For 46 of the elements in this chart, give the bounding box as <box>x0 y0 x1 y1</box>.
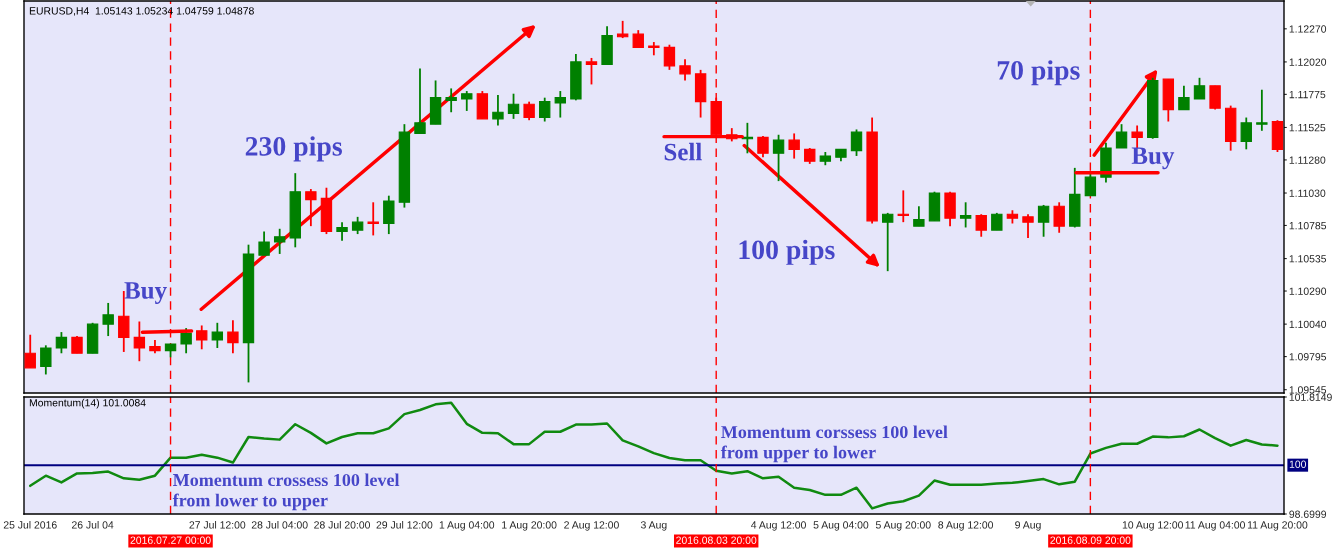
x-tick-label: 5 Aug 20:00 <box>875 521 931 531</box>
y-tick-label: 1.10785 <box>1289 221 1327 230</box>
x-tick-label: 29 Jul 12:00 <box>376 520 433 529</box>
y-tick-label: 1.10535 <box>1289 255 1327 263</box>
y-tick-label: 1.11030 <box>1289 189 1326 197</box>
annotation: Momentum corssess 100 level from upper to lower <box>720 425 948 463</box>
x-tick-label: 25 Jul 2016 <box>3 520 57 529</box>
y-tick-label: 1.12020 <box>1289 58 1327 66</box>
text: EURUSD,H4 1.05143 1.05234 1.04759 1.04878 <box>29 7 254 16</box>
x-tick-label: 11 Aug 20:00 <box>1247 521 1308 531</box>
annotation: Buy <box>1131 147 1175 170</box>
x-tick-label: 11 Aug 04:00 <box>1185 521 1245 531</box>
annotation: 100 pips <box>739 239 835 265</box>
annotation: 70 pips <box>997 60 1080 86</box>
y-tick-label: 1.12270 <box>1289 25 1327 33</box>
x-tick-label: 2016.07.27 00:00 <box>130 536 211 544</box>
annotation: 230 pips <box>245 136 342 162</box>
x-tick-label: 5 Aug 04:00 <box>813 521 869 531</box>
y-tick-label: 1.11525 <box>1289 123 1326 132</box>
x-tick-label: 28 Jul 04:00 <box>251 520 308 529</box>
x-tick-label: 10 Aug 12:00 <box>1122 521 1184 531</box>
x-tick-label: 2016.08.03 20:00 <box>676 536 757 544</box>
y-tick-label: 98.6999 <box>1289 510 1327 518</box>
chart-title: Momentum(14) 101.0084 <box>29 398 146 409</box>
x-tick-label: 9 Aug <box>1015 521 1041 531</box>
x-tick-label: 1 Aug 04:00 <box>439 521 495 531</box>
y-tick-label: 1.10290 <box>1289 287 1327 295</box>
y-tick-label: 1.09545 <box>1289 386 1327 394</box>
x-tick-label: 2016.08.09 20:00 <box>1050 536 1131 544</box>
annotation: Momentum crossess 100 level from lower to upper <box>172 473 400 511</box>
x-tick-label: 8 Aug 12:00 <box>938 521 994 531</box>
y-tick-label: 1.11280 <box>1289 156 1326 164</box>
annotation: Buy <box>124 282 167 304</box>
x-tick-label: 3 Aug <box>640 521 667 531</box>
x-tick-label: 28 Jul 20:00 <box>314 520 371 529</box>
x-tick-label: 1 Aug 20:00 <box>502 521 557 531</box>
y-tick-label: 1.10040 <box>1289 320 1327 329</box>
x-tick-label: 27 Jul 12:00 <box>189 520 246 529</box>
x-tick-label: 26 Jul 04 <box>71 520 114 529</box>
y-tick-label: 1.11775 <box>1289 90 1326 99</box>
x-tick-label: 2 Aug 12:00 <box>564 521 619 531</box>
y-tick-label: 101.8149 <box>1289 393 1332 401</box>
x-tick-label: 4 Aug 12:00 <box>751 521 806 531</box>
ref-line-label: 100 <box>1289 460 1307 468</box>
annotation: Sell <box>664 142 702 161</box>
y-tick-label: 1.09795 <box>1289 353 1327 361</box>
